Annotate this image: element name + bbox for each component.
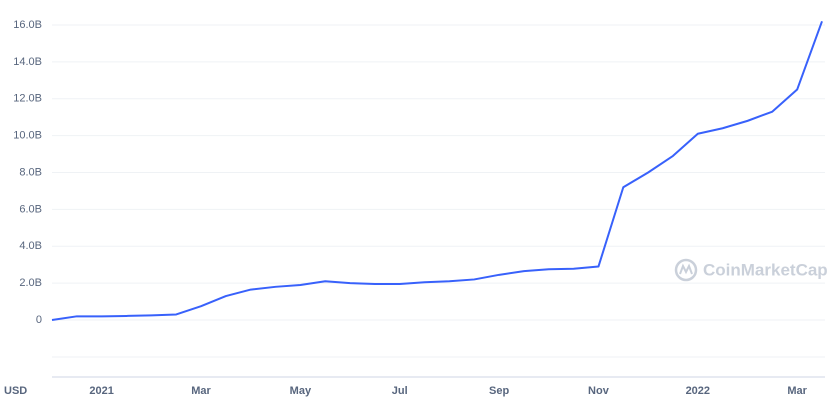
x-tick-label: Mar <box>787 385 807 397</box>
x-tick-label: Jul <box>392 385 408 397</box>
y-tick-label: 4.0B <box>19 240 42 252</box>
x-tick-label: Mar <box>191 385 211 397</box>
y-tick-label: 0 <box>36 314 42 326</box>
x-tick-label: 2021 <box>89 385 113 397</box>
y-tick-label: 6.0B <box>19 203 42 215</box>
y-tick-label: 16.0B <box>13 19 42 31</box>
y-tick-label: 2.0B <box>19 277 42 289</box>
x-tick-label: May <box>290 385 312 397</box>
currency-label: USD <box>4 385 27 397</box>
y-tick-label: 10.0B <box>13 130 42 142</box>
watermark-logo-mark <box>679 263 693 275</box>
x-tick-label: Sep <box>489 385 509 397</box>
y-tick-label: 8.0B <box>19 166 42 178</box>
watermark-logo <box>674 258 698 282</box>
x-tick-label: Nov <box>588 385 610 397</box>
watermark-text: CoinMarketCap <box>703 260 828 279</box>
y-tick-label: 12.0B <box>13 93 42 105</box>
x-tick-label: 2022 <box>686 385 710 397</box>
price-line <box>51 20 823 321</box>
watermark: CoinMarketCap <box>674 258 828 282</box>
y-tick-label: 14.0B <box>13 56 42 68</box>
